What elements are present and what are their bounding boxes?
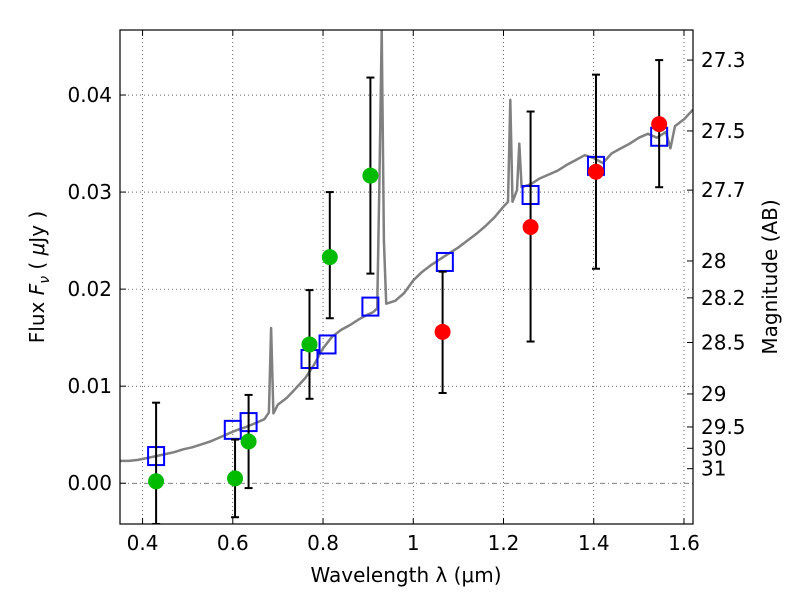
y-tick-label: 0.04 bbox=[67, 83, 112, 107]
right-tick-label: 30 bbox=[701, 436, 726, 460]
green-photometry-point bbox=[148, 473, 165, 490]
right-tick-label: 28.5 bbox=[701, 331, 746, 355]
red-photometry-point bbox=[651, 116, 668, 133]
y-axis-title: Flux Fν ( μJy ) bbox=[25, 211, 53, 343]
x-tick-label: 1.6 bbox=[668, 531, 700, 555]
model-square-marker bbox=[361, 296, 380, 317]
x-tick-label: 1.4 bbox=[578, 531, 610, 555]
right-tick-label: 28.2 bbox=[701, 286, 746, 310]
plot-data bbox=[120, 30, 693, 524]
x-tick-label: 0.4 bbox=[127, 531, 159, 555]
x-tick-label: 1 bbox=[407, 531, 420, 555]
y-tick-label: 0.01 bbox=[67, 374, 112, 398]
right-tick-label: 28 bbox=[701, 249, 726, 273]
grid bbox=[120, 30, 693, 524]
y-axis-title-subscript: ν bbox=[37, 276, 53, 284]
right-axis-title: Magnitude (AB) bbox=[758, 199, 782, 354]
plot-frame bbox=[119, 29, 694, 525]
y-tick-label: 0.03 bbox=[67, 180, 112, 204]
spectrum-line bbox=[120, 30, 693, 463]
right-tick-label: 27.7 bbox=[701, 178, 746, 202]
right-tick-label: 29 bbox=[701, 382, 726, 406]
x-tick-label: 1.2 bbox=[488, 531, 520, 555]
green-photometry-point bbox=[227, 470, 244, 487]
right-tick-label: 27.5 bbox=[701, 119, 746, 143]
right-tick-label: 29.5 bbox=[701, 415, 746, 439]
right-tick-label: 31 bbox=[701, 457, 726, 481]
green-photometry-point bbox=[240, 433, 257, 450]
red-photometry-point bbox=[587, 163, 604, 180]
x-tick-label: 0.8 bbox=[307, 531, 339, 555]
green-photometry-point bbox=[321, 249, 338, 266]
y-tick-label: 0.00 bbox=[67, 471, 112, 495]
y-axis-title-mu: μ bbox=[25, 243, 49, 257]
x-tick-label: 0.6 bbox=[217, 531, 249, 555]
green-photometry-point bbox=[362, 167, 379, 184]
y-axis-title-symbol: F bbox=[25, 283, 49, 295]
y-axis-title-prefix: Flux bbox=[25, 295, 49, 343]
y-tick-label: 0.02 bbox=[67, 277, 112, 301]
red-photometry-point bbox=[522, 219, 539, 236]
x-axis-title: Wavelength λ (μm) bbox=[310, 563, 501, 587]
model-square-marker bbox=[318, 334, 337, 355]
y-axis-title-unit: ( bbox=[25, 255, 49, 276]
red-photometry-point bbox=[434, 323, 451, 340]
right-tick-label: 27.3 bbox=[701, 48, 746, 72]
ticks: 0.4 0.6 0.8 1 1.2 1.4 1.6 0.00 0.01 0.02 0.03 0.04 2… bbox=[67, 30, 746, 555]
green-photometry-point bbox=[301, 336, 318, 353]
y-axis-title-jy: Jy ) bbox=[25, 211, 49, 245]
